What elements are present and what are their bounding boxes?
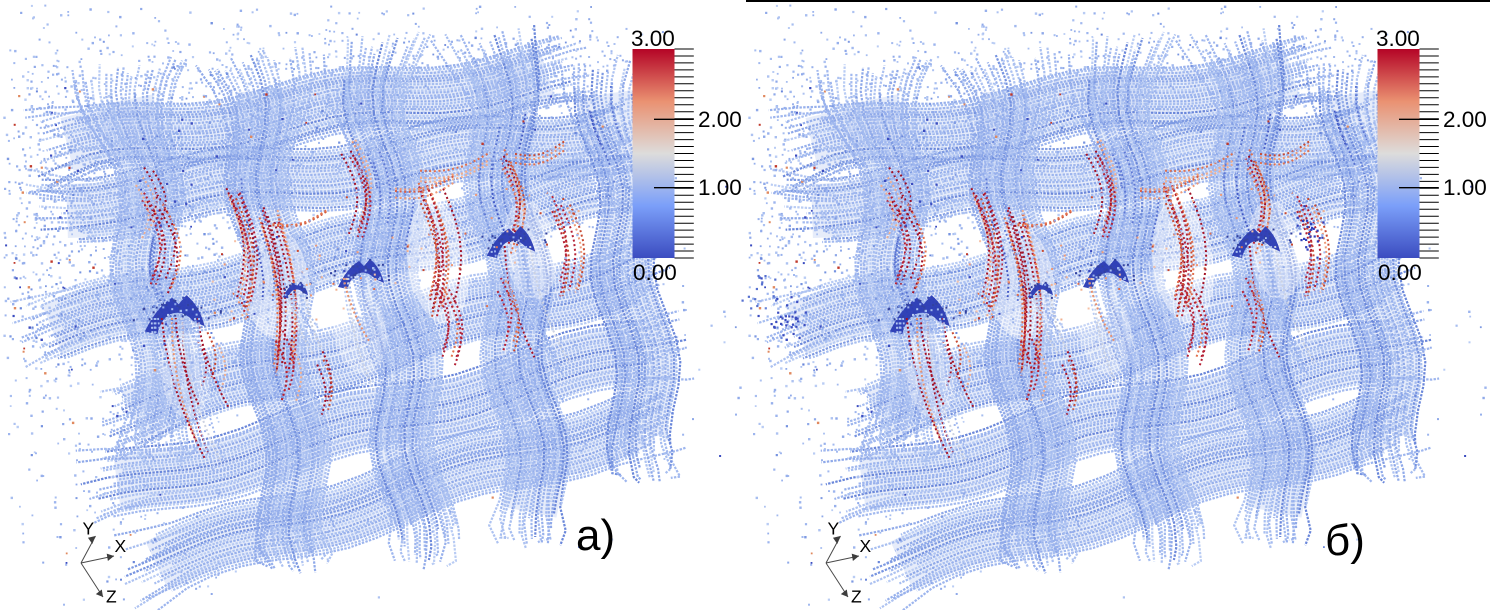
- svg-text:а): а): [576, 511, 615, 560]
- svg-text:б): б): [1325, 516, 1365, 565]
